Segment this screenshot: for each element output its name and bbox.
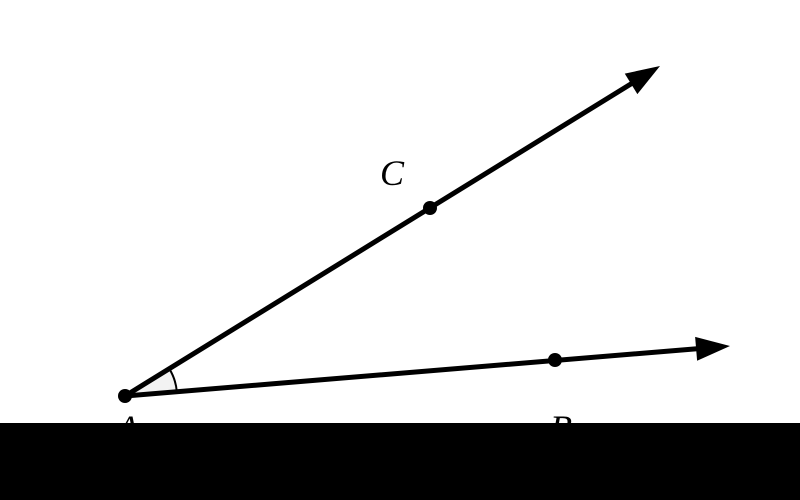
point-A	[118, 389, 132, 403]
bottom-bar	[0, 423, 800, 500]
point-B	[548, 353, 562, 367]
label-C: C	[380, 153, 405, 193]
point-C	[423, 201, 437, 215]
angle-diagram: ABC	[0, 0, 800, 500]
